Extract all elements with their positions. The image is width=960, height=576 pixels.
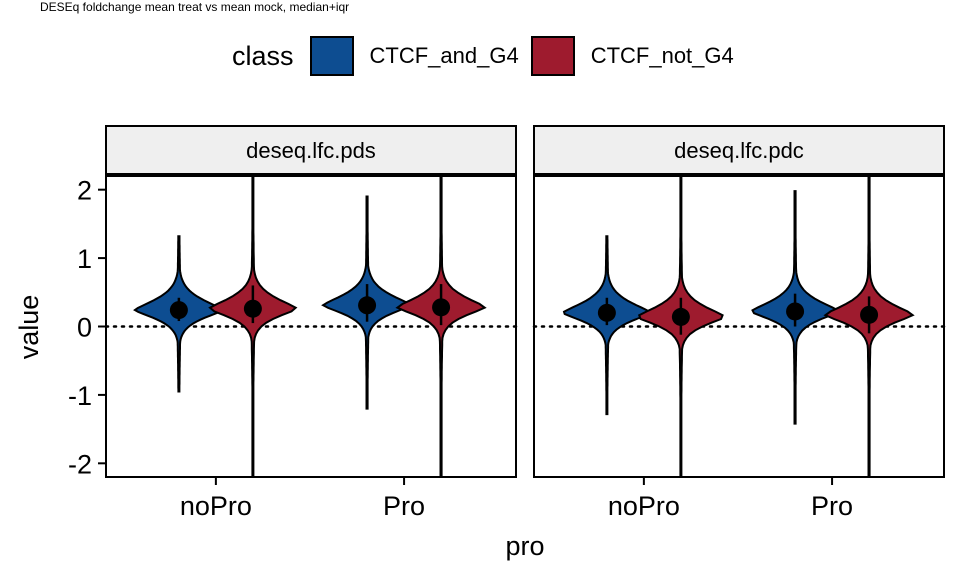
legend-item-ctcf-not-g4: CTCF_not_G4 (530, 36, 734, 76)
legend: class CTCF_and_G4 CTCF_not_G4 (232, 32, 746, 80)
y-tick-label-2: -2 (68, 449, 92, 479)
median-point-deseq-lfc-pdc-pro-ctcf-not-g4 (860, 305, 879, 324)
median-point-deseq-lfc-pdc-nopro-ctcf-and-g4 (597, 303, 616, 322)
legend-item-ctcf-and-g4: CTCF_and_G4 (309, 36, 519, 76)
violin-deseq-lfc-pds-nopro-ctcf-not-g4 (208, 176, 298, 477)
facet-strip-deseq-lfc-pdc (533, 125, 945, 175)
panel-border-deseq-lfc-pdc (533, 175, 945, 478)
legend-label-ctcf-and-g4: CTCF_and_G4 (369, 43, 519, 68)
x-axis-title: pro (505, 531, 544, 561)
x-tick-label-deseq-lfc-pdc-pro: Pro (811, 491, 853, 521)
violin-deseq-lfc-pdc-nopro-ctcf-and-g4 (562, 235, 651, 416)
median-point-deseq-lfc-pds-nopro-ctcf-not-g4 (243, 299, 262, 318)
legend-label-ctcf-not-g4: CTCF_not_G4 (590, 43, 734, 68)
y-axis-title: value (14, 295, 44, 360)
x-tick-label-deseq-lfc-pds-pro: Pro (383, 491, 425, 521)
legend-swatch-ctcf-not-g4 (530, 36, 575, 76)
legend-title: class (232, 40, 294, 71)
x-tick-label-deseq-lfc-pds-nopro: noPro (180, 491, 252, 521)
median-point-deseq-lfc-pdc-nopro-ctcf-not-g4 (671, 307, 690, 326)
median-point-deseq-lfc-pdc-pro-ctcf-and-g4 (786, 302, 805, 321)
y-tick-label-1: -1 (68, 381, 92, 411)
x-tick-label-deseq-lfc-pdc-nopro: noPro (608, 491, 680, 521)
facet-label-deseq-lfc-pds: deseq.lfc.pds (246, 138, 376, 163)
median-point-deseq-lfc-pds-pro-ctcf-not-g4 (432, 298, 451, 317)
facet-label-deseq-lfc-pdc: deseq.lfc.pdc (674, 138, 804, 163)
facet-strip-deseq-lfc-pds (105, 125, 517, 175)
y-tick-label-1: 1 (77, 244, 92, 274)
violin-deseq-lfc-pds-pro-ctcf-not-g4 (395, 176, 487, 477)
y-tick-label-0: 0 (77, 313, 92, 343)
chart-title: DESEq foldchange mean treat vs mean mock… (40, 0, 350, 14)
median-point-deseq-lfc-pds-nopro-ctcf-and-g4 (169, 301, 188, 320)
legend-swatch-ctcf-and-g4 (309, 36, 354, 76)
y-tick-label-2: 2 (77, 176, 92, 206)
median-point-deseq-lfc-pds-pro-ctcf-and-g4 (358, 296, 377, 315)
